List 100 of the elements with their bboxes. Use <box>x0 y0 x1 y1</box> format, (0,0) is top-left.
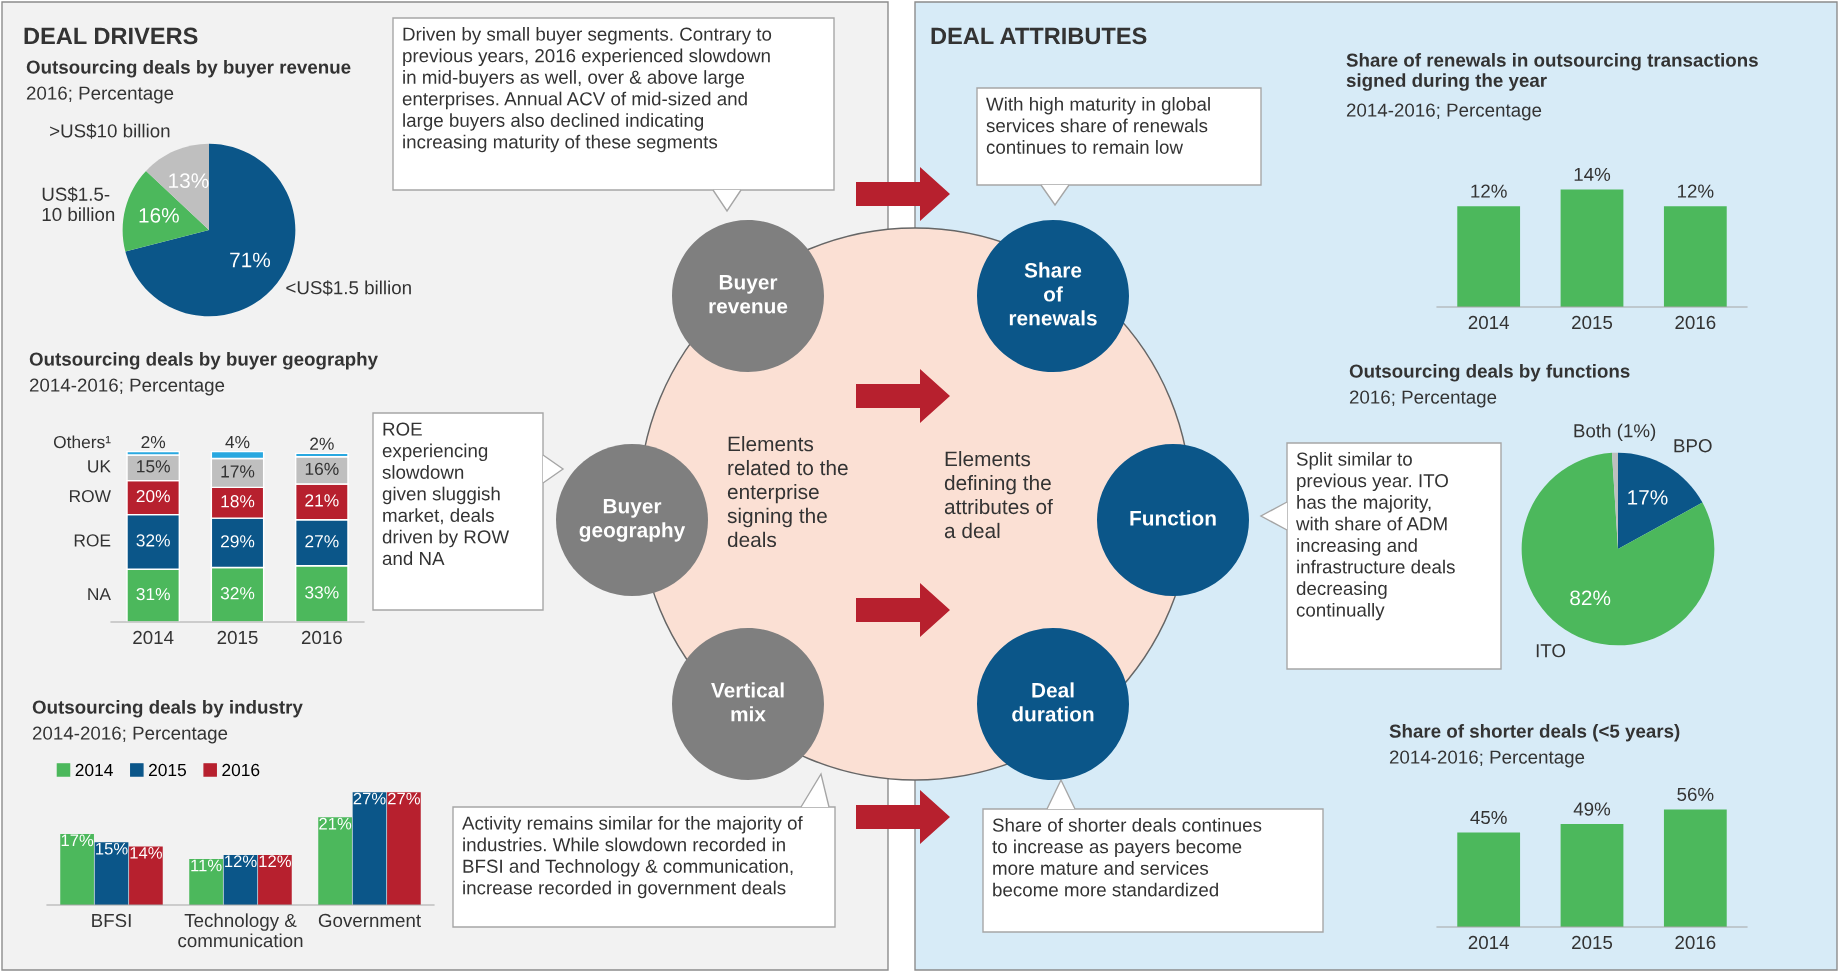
text: Activity remains similar for the majority of industries. While slowdown recorded in BFSI and Technology & communication, increase recorded in government deals <box>462 816 803 899</box>
x-tick-label: 2015 <box>1572 935 1613 950</box>
legend-label: 2016 <box>222 763 260 777</box>
chart-title: Outsourcing deals by buyer revenue <box>26 60 351 78</box>
data-label: 11% <box>191 859 222 872</box>
text: Driven by small buyer segments. Contrary to previous years, 2016 experienced slowdown in mid-buyers as well, over & above large enterprises. Annual ACV of mid-sized and large buyers also declined indicating increasing maturity of these segments <box>402 27 772 153</box>
data-label: 15% <box>96 842 128 855</box>
data-label: 4% <box>225 435 250 449</box>
bar <box>352 792 387 905</box>
bar <box>318 817 352 905</box>
text: DEAL DRIVERS <box>24 27 198 45</box>
text: Vertical mix <box>711 682 784 722</box>
data-label: 17% <box>1628 490 1668 505</box>
data-label: 27% <box>353 792 386 805</box>
data-label: 12% <box>1678 184 1714 198</box>
chart-title: Outsourcing deals by industry <box>32 700 303 718</box>
data-label: 45% <box>1470 810 1507 825</box>
data-label: 21% <box>319 817 352 830</box>
text: Buyer geography <box>579 499 686 542</box>
data-label: 15% <box>137 460 170 473</box>
data-label: 49% <box>1573 802 1611 816</box>
data-label: 16% <box>139 207 179 223</box>
pie-slice <box>1618 452 1703 549</box>
data-label: 29% <box>221 535 255 548</box>
legend-label: 2015 <box>148 763 187 777</box>
bar <box>258 854 292 905</box>
data-label: 12% <box>259 855 291 868</box>
data-label: 71% <box>230 252 271 268</box>
data-label: 14% <box>130 847 162 859</box>
legend-label: 2014 <box>75 763 113 777</box>
data-label: 20% <box>136 490 170 503</box>
text: DEAL ATTRIBUTES <box>931 27 1147 45</box>
bar <box>189 859 223 905</box>
data-label: 2% <box>310 437 334 450</box>
chart-title: Outsourcing deals by functions <box>1349 364 1630 382</box>
x-tick-label: 2015 <box>1572 315 1613 330</box>
x-tick-label: Technology & communication <box>178 913 303 948</box>
x-tick-label: 2014 <box>1468 315 1509 330</box>
data-label: 21% <box>305 494 339 507</box>
data-label: 33% <box>305 586 339 599</box>
series-label: UK <box>88 460 111 473</box>
chart-subtitle: 2014-2016; Percentage <box>1346 103 1542 121</box>
text: Deal duration <box>1012 682 1094 722</box>
pie-slice <box>1521 452 1715 646</box>
data-label: 27% <box>388 792 420 805</box>
data-label: 32% <box>136 534 170 547</box>
x-tick-label: 2016 <box>301 630 342 645</box>
series-label: ROW <box>70 490 111 503</box>
data-label: 17% <box>221 465 255 478</box>
x-tick-label: 2016 <box>1675 315 1716 330</box>
series-label: ROE <box>74 534 111 547</box>
bar <box>223 854 258 905</box>
slice-label: US$1.5- 10 billion <box>42 186 115 222</box>
text: Share of renewals <box>1009 262 1097 326</box>
slice-label: ITO <box>1536 644 1566 658</box>
chart-subtitle: 2014-2016; Percentage <box>1389 750 1585 768</box>
series-label: NA <box>88 588 111 601</box>
x-tick-label: 2014 <box>133 630 174 645</box>
x-tick-label: 2014 <box>1468 935 1509 950</box>
chart-subtitle: 2014-2016; Percentage <box>29 378 225 396</box>
data-label: 18% <box>221 495 255 508</box>
chart-subtitle: 2016; Percentage <box>1349 390 1497 408</box>
series-label: Others¹ <box>53 435 111 449</box>
data-label: 12% <box>1471 184 1507 198</box>
text: Share of shorter deals continues to increase as payers become more mature and services become more standardized <box>992 818 1262 897</box>
x-tick-label: BFSI <box>92 913 131 928</box>
text: Elements defining the attributes of a deal <box>944 451 1053 539</box>
chart-title: Outsourcing deals by buyer geography <box>29 352 378 370</box>
data-label: 27% <box>305 535 339 548</box>
chart-title: Share of shorter deals (<5 years) <box>1389 724 1680 742</box>
text: Buyer revenue <box>709 275 788 314</box>
text: Function <box>1130 510 1216 526</box>
slice-label: <US$1.5 billion <box>286 280 411 296</box>
text: Elements related to the enterprise signing the deals <box>727 436 848 548</box>
x-tick-label: 2016 <box>1675 935 1716 950</box>
data-label: 31% <box>136 587 170 601</box>
chart-title: Share of renewals in outsourcing transactions signed during the year <box>1346 53 1758 91</box>
data-label: 2% <box>141 435 166 449</box>
data-label: 32% <box>220 587 255 600</box>
pie-slice <box>122 170 209 252</box>
bar <box>60 834 94 905</box>
text: ROE experiencing slowdown given sluggish market, deals driven by ROW and NA <box>382 422 510 566</box>
chart-subtitle: 2016; Percentage <box>26 86 174 104</box>
slice-label: BPO <box>1674 439 1712 453</box>
x-tick-label: Government <box>318 913 421 928</box>
data-label: 17% <box>61 834 94 847</box>
x-tick-label: 2015 <box>217 630 258 645</box>
bar <box>129 846 163 905</box>
data-label: 14% <box>1574 167 1611 181</box>
data-label: 13% <box>169 173 209 189</box>
data-label: 12% <box>225 855 257 868</box>
chart-subtitle: 2014-2016; Percentage <box>32 726 228 744</box>
data-label: 16% <box>305 462 339 476</box>
data-label: 82% <box>1570 590 1611 606</box>
text: Split similar to previous year. ITO has the majority, with share of ADM increasing and infrastructure deals decreasing continually <box>1295 452 1455 621</box>
bar <box>94 842 129 905</box>
bar <box>387 792 421 905</box>
text: With high maturity in global services share of renewals continues to remain low <box>986 97 1210 154</box>
data-label: 56% <box>1677 787 1714 801</box>
slice-label: >US$10 billion <box>50 123 170 139</box>
